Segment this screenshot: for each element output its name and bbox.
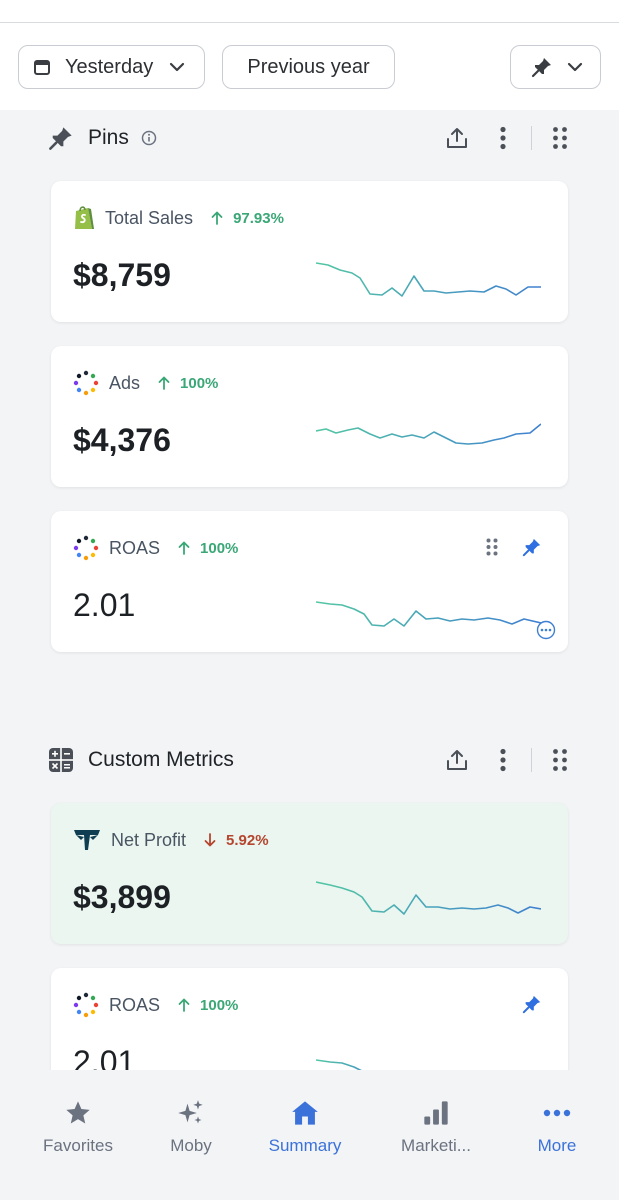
drag-handle-icon[interactable] [552,126,568,150]
metric-change: 5.92% [204,832,269,849]
bar-chart-icon [424,1101,448,1125]
metric-name: ROAS [109,537,161,558]
pinned-icon[interactable] [522,537,542,557]
metric-change: 100% [158,375,218,392]
kebab-menu-icon[interactable] [499,748,507,772]
shopify-icon [75,206,94,229]
metric-change: 100% [178,997,238,1014]
calculator-icon [49,748,73,772]
card-tools [486,537,542,557]
share-icon[interactable] [445,126,469,150]
nav-item-more[interactable]: More [502,1098,612,1156]
metric-change: 97.93% [211,210,284,227]
pin-icon [531,58,551,78]
metric-card-total-sales[interactable]: Total Sales 97.93% $8,759 [51,181,568,322]
multi-source-icon [73,370,99,396]
metric-change-value: 97.93% [233,209,284,227]
nav-label: Favorites [43,1136,113,1155]
arrow-up-icon [178,998,190,1012]
nav-item-marketing[interactable]: Marketi... [381,1098,491,1156]
metric-value: $8,759 [73,257,171,293]
sparkline [316,601,541,627]
arrow-up-icon [158,376,170,390]
sparkline [316,881,541,915]
section-actions [445,740,568,780]
top-filter-bar: Yesterday Previous year [0,0,619,110]
metric-card-ads[interactable]: Ads 100% $4,376 [51,346,568,487]
arrow-down-icon [204,833,216,847]
chevron-down-icon [170,62,185,72]
sparkline [316,262,541,297]
nav-label: More [537,1136,577,1155]
pin-menu-dropdown[interactable] [510,45,601,89]
arrow-up-icon [211,211,223,225]
date-range-label: Yesterday [65,55,154,78]
actions-divider [531,126,532,150]
metric-card-net-profit[interactable]: Net Profit 5.92% $3,899 [51,803,568,944]
bottom-navigation: Favorites Moby Summary Marketi.. [0,1070,619,1200]
top-divider [0,22,619,23]
calendar-icon [34,60,50,75]
multi-source-icon [73,535,99,561]
ellipsis-icon [543,1109,571,1117]
nav-label: Moby [170,1136,212,1155]
metric-name: Total Sales [105,207,194,228]
home-icon [292,1101,318,1125]
star-icon [66,1101,90,1124]
sparkles-icon [178,1100,203,1124]
metric-change-value: 100% [180,374,219,392]
metric-name: ROAS [109,994,161,1015]
metric-change-value: 100% [200,996,239,1014]
card-header: ROAS 100% [73,533,238,563]
metric-change: 100% [178,540,238,557]
metric-change-value: 5.92% [226,831,269,849]
card-tools [522,994,542,1014]
card-header: Total Sales 97.93% [73,203,284,233]
section-title: Custom Metrics [88,748,234,771]
more-options-icon[interactable] [536,620,556,640]
pins-section-header: Pins [48,118,576,158]
card-header: Net Profit 5.92% [73,825,269,855]
metric-name: Net Profit [111,829,187,850]
nav-item-favorites[interactable]: Favorites [23,1098,133,1156]
nav-item-summary[interactable]: Summary [250,1098,360,1156]
nav-label: Marketi... [401,1136,471,1155]
drag-handle-icon[interactable] [486,538,498,556]
compare-period-label: Previous year [247,55,370,78]
info-icon[interactable] [141,130,157,146]
metric-change-value: 100% [200,539,239,557]
sparkline [316,423,541,445]
pinned-icon[interactable] [522,994,542,1014]
date-range-dropdown[interactable]: Yesterday [18,45,205,89]
triple-whale-icon [74,830,100,850]
card-header: ROAS 100% [73,990,238,1020]
metric-name: Ads [109,372,141,393]
metric-value: 2.01 [73,587,136,623]
compare-period-button[interactable]: Previous year [222,45,395,89]
arrow-up-icon [178,541,190,555]
metric-value: $4,376 [73,422,171,458]
card-header: Ads 100% [73,368,218,398]
nav-label: Summary [268,1136,342,1155]
drag-handle-icon[interactable] [552,748,568,772]
share-icon[interactable] [445,748,469,772]
pin-icon [49,127,72,150]
actions-divider [531,748,532,772]
metric-value: $3,899 [73,879,171,915]
section-actions [445,118,568,158]
nav-item-moby[interactable]: Moby [136,1098,246,1156]
metric-card-roas[interactable]: ROAS 100% 2.01 [51,511,568,652]
kebab-menu-icon[interactable] [499,126,507,150]
chevron-down-icon [567,62,583,72]
section-title: Pins [88,126,129,149]
multi-source-icon [73,992,99,1018]
custom-metrics-section-header: Custom Metrics [48,740,576,780]
